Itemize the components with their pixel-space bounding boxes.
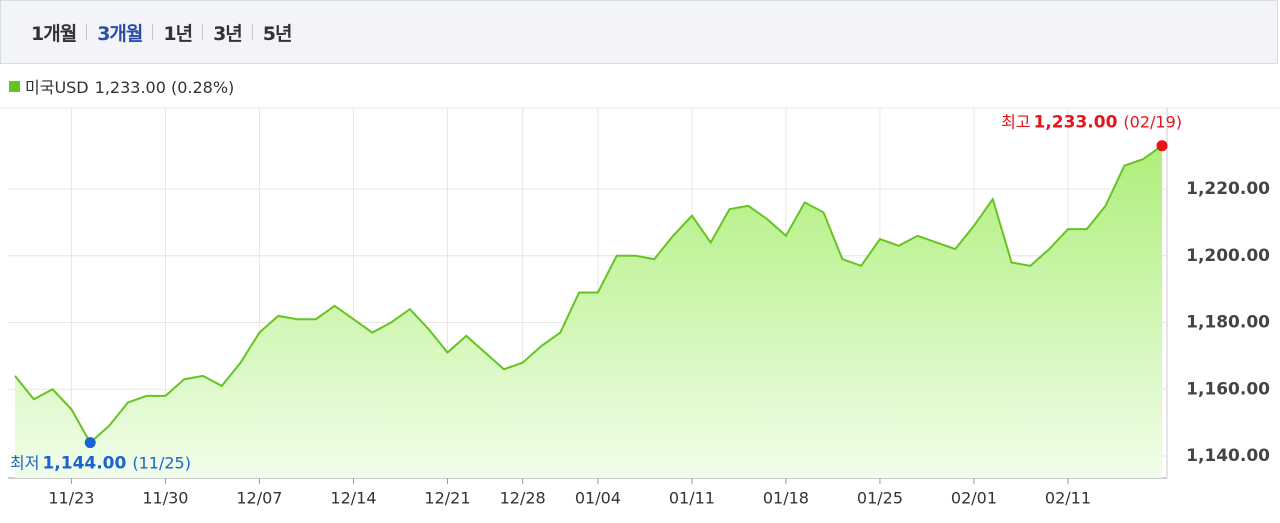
- area-fill: [15, 145, 1162, 479]
- high-annotation: 최고 1,233.00 (02/19): [1001, 112, 1182, 132]
- y-tick-label: 1,140.00: [1186, 446, 1270, 466]
- x-tick-label: 02/01: [951, 489, 997, 508]
- period-tab[interactable]: 5년: [262, 22, 293, 45]
- low-annotation: 최저 1,144.00 (11/25): [10, 453, 191, 474]
- low-point: [84, 437, 96, 449]
- legend: 미국USD 1,233.00 (0.28%): [25, 78, 234, 97]
- tab-separator: [152, 24, 154, 40]
- x-tick-label: 12/28: [500, 489, 546, 508]
- tab-separator: [251, 24, 253, 40]
- annotation-value: 1,144.00: [42, 454, 126, 474]
- x-tick-label: 01/11: [669, 489, 715, 508]
- tab-separator: [86, 24, 88, 40]
- y-tick-label: 1,160.00: [1186, 379, 1270, 399]
- annotation-prefix: 최고: [1001, 112, 1030, 131]
- x-tick-label: 01/18: [763, 489, 809, 508]
- high-point: [1156, 140, 1168, 152]
- period-tabs: 1개월 3개월 1년 3년 5년: [0, 0, 1278, 64]
- annotation-prefix: 최저: [10, 453, 39, 472]
- x-tick-label: 01/04: [575, 489, 621, 508]
- line: [14, 144, 1163, 445]
- y-tick-label: 1,200.00: [1186, 246, 1270, 266]
- tab-separator: [202, 24, 204, 40]
- x-tick-label: 01/25: [857, 489, 903, 508]
- period-tab[interactable]: 3개월: [97, 22, 143, 45]
- annotation-date: (02/19): [1123, 112, 1182, 131]
- period-tab[interactable]: 1년: [163, 22, 193, 45]
- legend-name: 미국USD: [25, 78, 89, 97]
- y-tick-label: 1,180.00: [1186, 313, 1270, 333]
- legend-swatch: [9, 81, 20, 92]
- x-tick-label: 12/14: [330, 489, 376, 508]
- annotation-value: 1,233.00: [1034, 113, 1118, 133]
- x-tick-label: 02/11: [1045, 489, 1091, 508]
- x-tick-label: 11/30: [142, 489, 188, 508]
- period-tab[interactable]: 3년: [213, 22, 243, 45]
- x-tick-label: 12/21: [424, 489, 470, 508]
- y-tick-label: 1,220.00: [1186, 179, 1270, 199]
- legend-value: 1,233.00 (0.28%): [95, 78, 235, 97]
- period-tab[interactable]: 1개월: [31, 22, 77, 45]
- x-tick-label: 11/23: [48, 489, 94, 508]
- x-tick-label: 12/07: [236, 489, 282, 508]
- annotation-date: (11/25): [132, 453, 191, 472]
